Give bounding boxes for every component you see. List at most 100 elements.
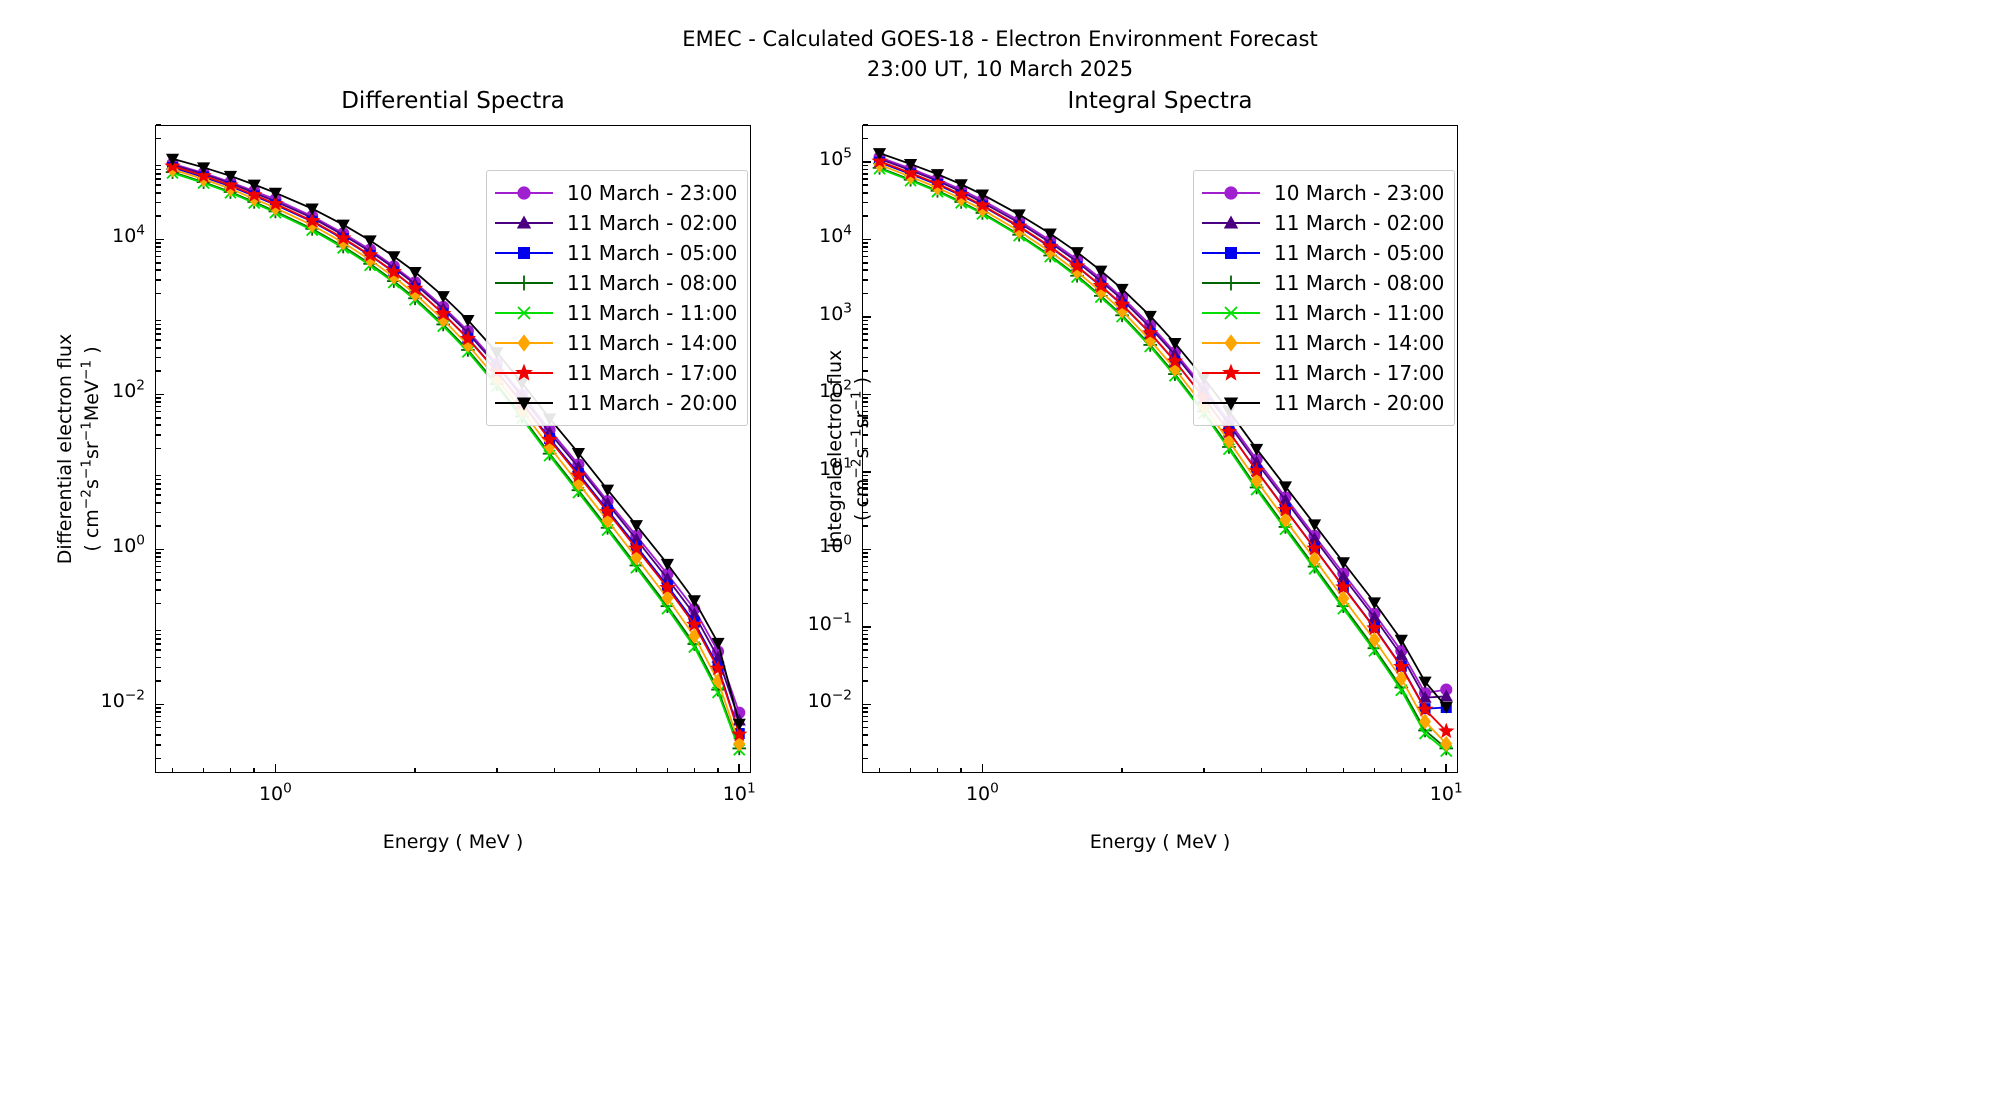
x-tick-label-integral-0: 100 [965,780,999,805]
legend-integral[interactable]: 10 March - 23:00 11 March - 02:00 11 March… [1193,170,1456,426]
legend-item-differential-1[interactable]: 11 March - 02:00 [495,208,737,238]
y-tick-integral-4 [863,393,871,396]
y-minor-tick [863,757,868,760]
y-minor-tick [156,501,161,504]
x-minor-tick [1424,767,1426,772]
legend-differential[interactable]: 10 March - 23:00 11 March - 02:00 11 March… [486,170,749,426]
y-minor-tick [863,346,868,349]
legend-item-integral-3[interactable]: 11 March - 08:00 [1202,268,1444,298]
y-minor-tick [156,173,161,175]
x-minor-tick [1260,767,1263,772]
y-minor-tick [156,579,161,581]
y-axis-label-integral: Integral electron flux [824,349,846,549]
y-minor-tick [863,447,868,450]
panel-title-differential: Differential Spectra [341,88,565,114]
y-minor-tick [863,164,868,167]
y-tick-integral-6 [863,238,871,241]
y-minor-tick [863,629,868,632]
legend-item-differential-5[interactable]: 11 March - 14:00 [495,328,737,358]
x-minor-tick [1305,767,1308,772]
legend-marker-triangle-up-icon [1202,212,1260,234]
x-tick-differential-1 [738,764,741,772]
x-tick-label-differential-0: 100 [258,780,292,805]
y-minor-tick [156,649,161,651]
legend-item-integral-1[interactable]: 11 March - 02:00 [1202,208,1444,238]
legend-item-integral-5[interactable]: 11 March - 14:00 [1202,328,1444,358]
legend-label: 11 March - 02:00 [1274,211,1445,235]
legend-label: 11 March - 11:00 [1274,301,1445,325]
y-minor-tick [863,242,868,244]
legend-item-integral-4[interactable]: 11 March - 11:00 [1202,298,1444,328]
y-minor-tick [863,571,868,574]
y-minor-tick [863,734,868,736]
legend-item-integral-6[interactable]: 11 March - 17:00 [1202,358,1444,388]
legend-label: 11 March - 05:00 [1274,241,1445,265]
legend-marker-x-icon [495,302,553,324]
y-tick-integral-5 [863,316,871,318]
y-minor-tick [156,447,161,450]
legend-item-integral-7[interactable]: 11 March - 20:00 [1202,388,1444,418]
y-minor-tick [156,638,161,640]
y-minor-tick [156,726,161,729]
y-tick-label-differential-0: 10−2 [100,688,145,713]
y-minor-tick [156,571,161,574]
y-minor-tick [156,416,161,419]
y-minor-tick [863,649,868,651]
y-minor-tick [863,416,868,419]
x-minor-tick [253,767,255,772]
legend-marker-triangle-up-icon [495,212,553,234]
x-tick-differential-0 [274,764,277,772]
y-minor-tick [863,323,868,326]
x-minor-tick [909,767,912,772]
y-minor-tick [863,201,868,204]
x-axis-label-integral: Energy ( MeV ) [1089,831,1231,853]
y-tick-label-integral-3: 101 [819,455,852,480]
y-tick-integral-0 [863,703,871,706]
y-minor-tick [863,328,868,330]
x-tick-label-integral-1: 101 [1429,780,1463,805]
y-minor-tick [863,715,868,718]
y-minor-tick [863,168,868,171]
y-tick-label-differential-2: 102 [112,378,145,403]
legend-item-differential-2[interactable]: 11 March - 05:00 [495,238,737,268]
legend-marker-diamond-icon [495,332,553,354]
x-minor-tick [229,767,232,772]
y-minor-tick [156,424,161,427]
x-minor-tick [1342,767,1345,772]
y-minor-tick [156,323,161,326]
legend-item-integral-2[interactable]: 11 March - 05:00 [1202,238,1444,268]
legend-marker-square-icon [495,242,553,264]
series-differential-7 [165,153,746,731]
y-tick-differential-3 [156,238,164,241]
y-minor-tick [863,405,868,408]
legend-item-differential-3[interactable]: 11 March - 08:00 [495,268,737,298]
legend-item-differential-6[interactable]: 11 March - 17:00 [495,358,737,388]
y-minor-tick [156,250,161,253]
x-minor-tick [495,767,498,772]
legend-marker-plus-icon [1202,272,1260,294]
y-minor-tick [156,633,161,636]
y-tick-label-integral-2: 100 [819,533,852,558]
y-minor-tick [156,707,161,709]
legend-item-differential-4[interactable]: 11 March - 11:00 [495,298,737,328]
y-tick-label-integral-4: 102 [819,378,852,403]
legend-item-differential-0[interactable]: 10 March - 23:00 [495,178,737,208]
legend-item-integral-0[interactable]: 10 March - 23:00 [1202,178,1444,208]
y-tick-label-integral-6: 104 [819,223,852,248]
x-minor-tick [666,767,669,772]
y-minor-tick [863,656,868,659]
y-tick-integral-2 [863,548,871,551]
y-minor-tick [863,339,868,342]
y-minor-tick [156,602,161,605]
y-minor-tick [863,333,868,335]
figure-title-line-2: 23:00 UT, 10 March 2025 [866,57,1134,81]
y-tick-label-integral-5: 103 [819,300,852,325]
y-minor-tick [863,255,868,258]
x-minor-tick [717,767,719,772]
y-minor-tick [156,201,161,204]
y-minor-tick [156,269,161,272]
y-minor-tick [863,589,868,591]
legend-item-differential-7[interactable]: 11 March - 20:00 [495,388,737,418]
y-minor-tick [156,478,161,481]
y-minor-tick [156,488,161,490]
